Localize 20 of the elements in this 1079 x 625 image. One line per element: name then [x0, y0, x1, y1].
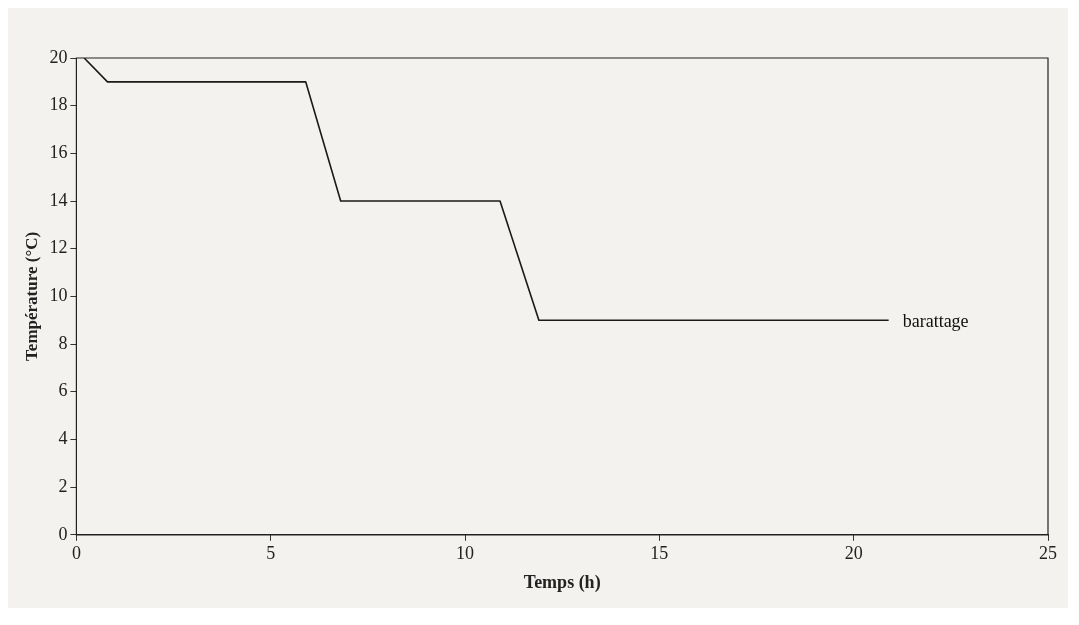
x-tick-label: 20 [844, 543, 863, 564]
y-tick-label: 2 [58, 475, 68, 496]
y-tick-label: 14 [49, 189, 68, 210]
y-tick-label: 16 [49, 142, 68, 163]
series-label: barattage [902, 310, 969, 331]
y-tick-label: 18 [49, 94, 68, 115]
x-tick-label: 0 [71, 543, 81, 564]
y-tick-label: 12 [49, 237, 68, 258]
y-axis-title: Température (°C) [21, 231, 41, 361]
y-tick-label: 0 [58, 523, 68, 544]
x-tick-label: 25 [1039, 543, 1057, 564]
y-tick-label: 4 [58, 428, 68, 449]
y-tick-label: 10 [49, 285, 68, 306]
x-tick-label: 10 [456, 543, 475, 564]
x-tick-label: 5 [266, 543, 276, 564]
y-tick-label: 6 [58, 380, 68, 401]
y-tick-label: 8 [58, 332, 68, 353]
x-axis-title: Temps (h) [523, 571, 601, 593]
x-tick-label: 15 [650, 543, 669, 564]
y-tick-label: 20 [49, 46, 68, 67]
